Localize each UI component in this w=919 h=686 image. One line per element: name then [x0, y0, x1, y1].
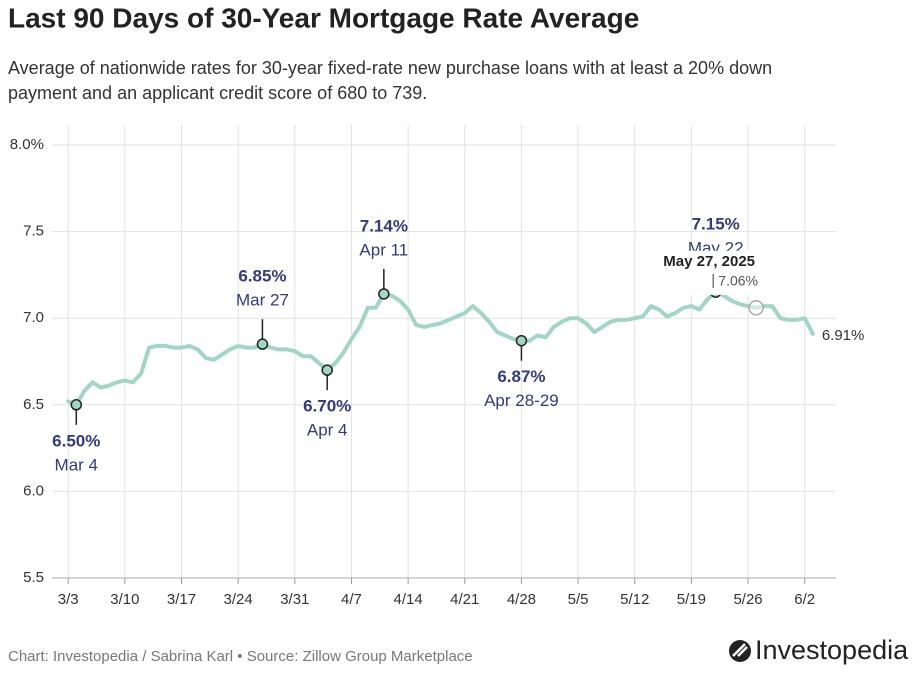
- annotation-value: 7.14%: [360, 216, 408, 235]
- brand: Investopedia: [755, 635, 909, 665]
- annotation-value: 6.87%: [497, 367, 545, 386]
- tooltip-value: 7.06%: [718, 273, 758, 289]
- annotation-value: 7.15%: [692, 215, 740, 234]
- tooltip-marker: [748, 300, 764, 316]
- x-tick-label: 5/26: [733, 591, 762, 608]
- source: Chart: Investopedia / Sabrina Karl • Sou…: [8, 648, 473, 665]
- x-tick-label: 5/5: [568, 591, 589, 608]
- chart-title: Last 90 Days of 30-Year Mortgage Rate Av…: [8, 2, 639, 33]
- y-tick-label: 6.5: [23, 396, 44, 413]
- brand-icon-mark: [732, 643, 748, 657]
- x-tick-label: 3/3: [58, 591, 79, 608]
- annotation-marker: [321, 364, 333, 376]
- x-tick-label: 5/12: [620, 591, 649, 608]
- brand-icon: [729, 640, 751, 662]
- subtitle: Average of nationwide rates for 30-year …: [8, 58, 772, 78]
- annotation-value: 6.85%: [238, 267, 286, 286]
- annotation-marker: [256, 338, 269, 350]
- y-tick-label: 7.0: [23, 309, 44, 326]
- annotation-date: Apr 11: [359, 240, 408, 259]
- annotation-marker: [70, 399, 83, 411]
- y-tick-label: 6.0: [23, 482, 44, 499]
- y-tick-label: 5.5: [23, 569, 44, 586]
- annotation-marker: [378, 288, 390, 300]
- tooltip-bg: [656, 250, 767, 295]
- annotation-value: 6.70%: [303, 397, 351, 416]
- annotation-value: 6.50%: [52, 431, 100, 450]
- x-tick-label: 3/24: [224, 591, 253, 608]
- x-tick-label: 6/2: [794, 591, 815, 608]
- rate-line: [66, 290, 815, 407]
- annotation-date: Mar 4: [55, 455, 98, 474]
- annotation-marker: [515, 334, 528, 347]
- x-tick-label: 3/31: [280, 591, 309, 608]
- annotation-date: Apr 28-29: [484, 391, 559, 410]
- x-tick-label: 4/7: [341, 591, 362, 608]
- tooltip-title: May 27, 2025: [663, 253, 755, 270]
- y-tick-label: 7.5: [23, 223, 44, 240]
- annotation-date: Apr 4: [307, 421, 348, 440]
- x-tick-label: 4/21: [450, 591, 479, 608]
- x-tick-label: 5/19: [677, 591, 706, 608]
- y-tick-label: 8.0%: [10, 136, 44, 153]
- annotation-date: Mar 27: [236, 291, 289, 310]
- x-tick-label: 4/14: [394, 591, 423, 608]
- x-tick-label: 3/10: [110, 591, 139, 608]
- x-tick-label: 4/28: [507, 591, 536, 608]
- end-label: 6.91%: [822, 327, 865, 344]
- subtitle: payment and an applicant credit score of…: [8, 83, 427, 103]
- x-tick-label: 3/17: [167, 591, 196, 608]
